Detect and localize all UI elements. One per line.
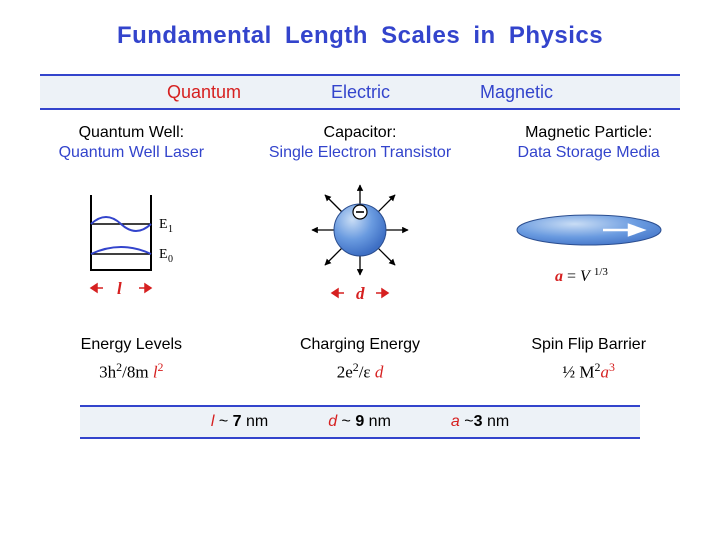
subtitle-magnetic: Magnetic Particle: xyxy=(479,124,698,142)
formula-electric: 2e2/ε d xyxy=(251,358,470,386)
dim-l-label: l xyxy=(117,279,122,298)
svg-text:1: 1 xyxy=(168,224,173,235)
charged-sphere-svg: d xyxy=(280,175,440,315)
subtitle-quantum: Quantum Well: xyxy=(22,124,241,142)
application-quantum: Quantum Well Laser xyxy=(22,144,241,162)
application-magnetic: Data Storage Media xyxy=(479,144,698,162)
energy-row: Energy Levels 3h2/8m l2 Charging Energy … xyxy=(0,312,720,385)
dim-d-label: d xyxy=(356,284,365,303)
category-quantum: Quantum xyxy=(167,82,241,103)
magnetic-disk-svg: a = V 1/3 xyxy=(499,185,679,305)
formula-quantum: 3h2/8m l2 xyxy=(22,358,241,386)
category-magnetic: Magnetic xyxy=(480,82,553,103)
diagram-row: E 1 E 0 l xyxy=(0,162,720,312)
dim-a-label: a = V 1/3 xyxy=(555,266,608,285)
energy-name-electric: Charging Energy xyxy=(251,332,470,358)
scale-a: a ~3 nm xyxy=(451,413,509,431)
subtitle-electric: Capacitor: xyxy=(251,124,470,142)
svg-text:0: 0 xyxy=(168,254,173,265)
scale-l: l ~ 7 nm xyxy=(211,413,268,431)
application-electric: Single Electron Transistor xyxy=(251,144,470,162)
level-e0-label: E xyxy=(159,247,168,262)
quantum-well-diagram: E 1 E 0 l xyxy=(22,178,241,312)
energy-name-quantum: Energy Levels xyxy=(22,332,241,358)
category-band: Quantum Electric Magnetic xyxy=(40,74,680,110)
formula-magnetic: ½ M2a3 xyxy=(479,358,698,386)
scales-band: l ~ 7 nm d ~ 9 nm a ~3 nm xyxy=(80,405,640,439)
page-title: Fundamental Length Scales in Physics xyxy=(0,0,720,50)
category-electric: Electric xyxy=(331,82,390,103)
quantum-well-svg: E 1 E 0 l xyxy=(61,180,201,310)
level-e1-label: E xyxy=(159,217,168,232)
scale-d: d ~ 9 nm xyxy=(328,413,391,431)
energy-name-magnetic: Spin Flip Barrier xyxy=(479,332,698,358)
charged-sphere-diagram: d xyxy=(251,178,470,312)
subtitle-row: Quantum Well: Quantum Well Laser Capacit… xyxy=(0,120,720,162)
magnetic-disk-diagram: a = V 1/3 xyxy=(479,178,698,312)
